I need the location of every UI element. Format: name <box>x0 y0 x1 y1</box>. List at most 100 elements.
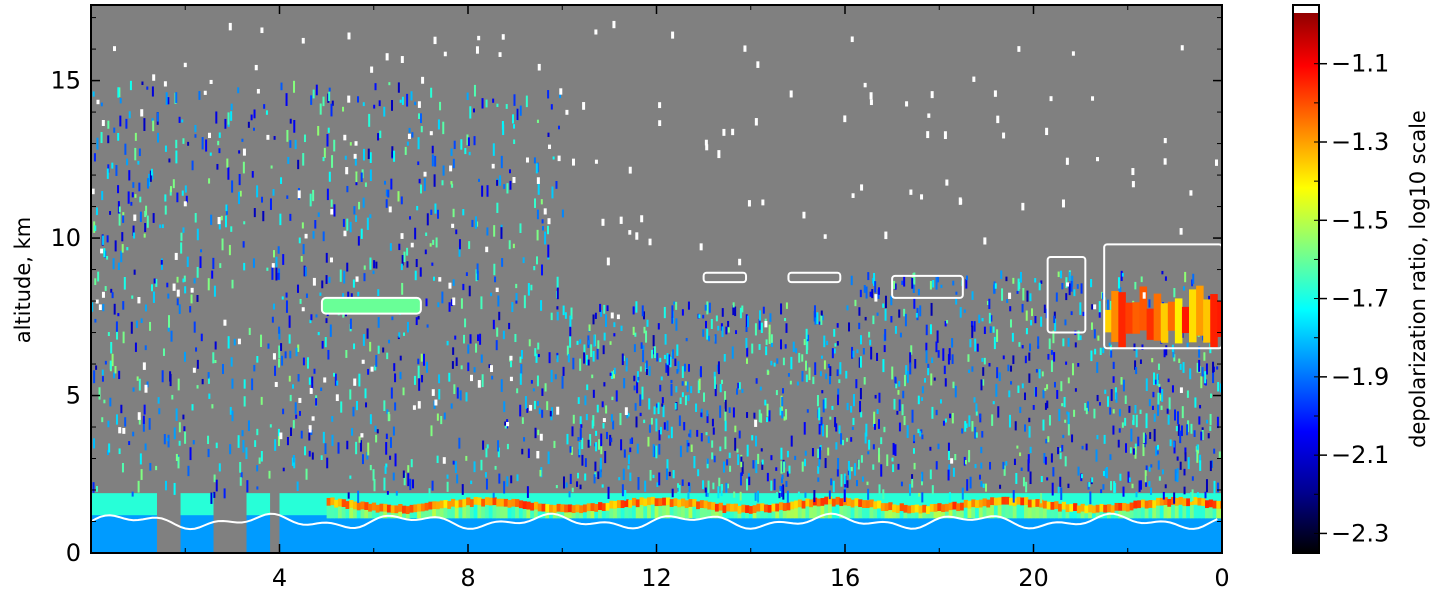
speckle <box>986 300 989 305</box>
speckle <box>527 448 530 458</box>
speckle <box>1065 361 1068 365</box>
noise-dot <box>1131 181 1135 188</box>
speckle <box>1110 481 1113 491</box>
speckle <box>896 410 899 415</box>
speckle <box>274 439 277 451</box>
aerosol-mid-cell <box>831 506 837 519</box>
colorbar-tick-label: −1.1 <box>1331 50 1389 78</box>
aerosol-mid-cell <box>794 508 799 519</box>
speckle <box>166 282 169 288</box>
speckle <box>1050 350 1053 355</box>
speckle <box>805 362 808 370</box>
aerosol-top-cell <box>341 499 346 508</box>
speckle <box>785 480 788 487</box>
speckle <box>500 155 503 169</box>
speckle <box>1145 413 1148 421</box>
aerosol-top-cell <box>402 505 407 514</box>
speckle <box>131 491 134 497</box>
noise-dot <box>370 366 374 372</box>
noise-dot <box>122 427 126 434</box>
speckle <box>622 468 625 481</box>
speckle <box>181 119 184 123</box>
speckle <box>1029 293 1032 302</box>
speckle <box>612 370 615 379</box>
speckle <box>937 350 940 358</box>
speckle <box>913 272 916 285</box>
speckle <box>293 120 296 133</box>
speckle <box>1056 389 1059 399</box>
speckle <box>452 279 455 286</box>
speckle <box>652 474 655 479</box>
speckle <box>326 188 329 201</box>
speckle <box>1186 390 1189 398</box>
speckle <box>541 264 544 276</box>
aerosol-top-cell <box>1163 497 1168 506</box>
speckle <box>656 482 659 488</box>
noise-dot <box>100 248 104 254</box>
noise-dot <box>884 231 888 240</box>
speckle <box>797 491 800 499</box>
speckle <box>1058 408 1061 422</box>
speckle <box>292 454 295 463</box>
speckle <box>821 314 824 321</box>
speckle <box>326 133 329 147</box>
speckle <box>373 479 376 492</box>
aerosol-top-cell <box>549 504 554 513</box>
speckle <box>218 148 221 154</box>
aerosol-top-cell <box>975 500 980 508</box>
speckle <box>706 459 709 469</box>
speckle <box>966 479 969 491</box>
speckle <box>403 332 406 336</box>
aerosol-top-cell <box>963 499 968 508</box>
noise-dot <box>601 218 605 226</box>
speckle <box>134 147 137 161</box>
aerosol-top-cell <box>1137 500 1142 509</box>
speckle <box>280 177 283 184</box>
speckle <box>544 231 547 245</box>
speckle <box>732 305 735 316</box>
speckle <box>182 138 185 144</box>
speckle <box>496 202 499 213</box>
speckle <box>211 404 214 409</box>
aerosol-top-cell <box>650 496 656 505</box>
speckle <box>571 426 574 437</box>
aerosol-mid-cell <box>714 511 720 519</box>
speckle <box>782 484 785 494</box>
speckle <box>530 380 533 384</box>
speckle <box>1034 316 1037 324</box>
speckle <box>721 483 724 491</box>
aerosol-top-cell <box>594 504 599 512</box>
speckle <box>273 136 276 140</box>
speckle <box>213 285 216 297</box>
speckle <box>406 261 409 268</box>
speckle <box>467 362 470 372</box>
aerosol-top-cell <box>503 498 509 507</box>
noise-dot <box>756 61 760 68</box>
speckle <box>620 325 623 331</box>
speckle <box>931 357 934 363</box>
speckle <box>433 174 436 187</box>
speckle <box>460 139 463 150</box>
speckle <box>1157 392 1160 405</box>
aerosol-top-cell <box>730 503 735 512</box>
speckle <box>430 425 433 437</box>
noise-dot <box>323 377 327 383</box>
speckle <box>275 256 278 268</box>
aerosol-top-cell <box>801 500 806 509</box>
speckle <box>425 298 428 307</box>
aerosol-mid-cell <box>451 506 456 519</box>
speckle <box>519 223 522 234</box>
contour-line <box>891 274 964 299</box>
speckle <box>824 458 827 469</box>
speckle <box>919 431 922 437</box>
speckle <box>269 424 272 428</box>
speckle <box>975 411 978 416</box>
speckle <box>333 204 336 217</box>
speckle <box>803 458 806 467</box>
speckle <box>858 357 861 368</box>
speckle <box>790 356 793 370</box>
speckle <box>1148 398 1151 407</box>
speckle <box>260 396 263 405</box>
noise-dot <box>606 257 610 266</box>
speckle <box>458 239 461 250</box>
